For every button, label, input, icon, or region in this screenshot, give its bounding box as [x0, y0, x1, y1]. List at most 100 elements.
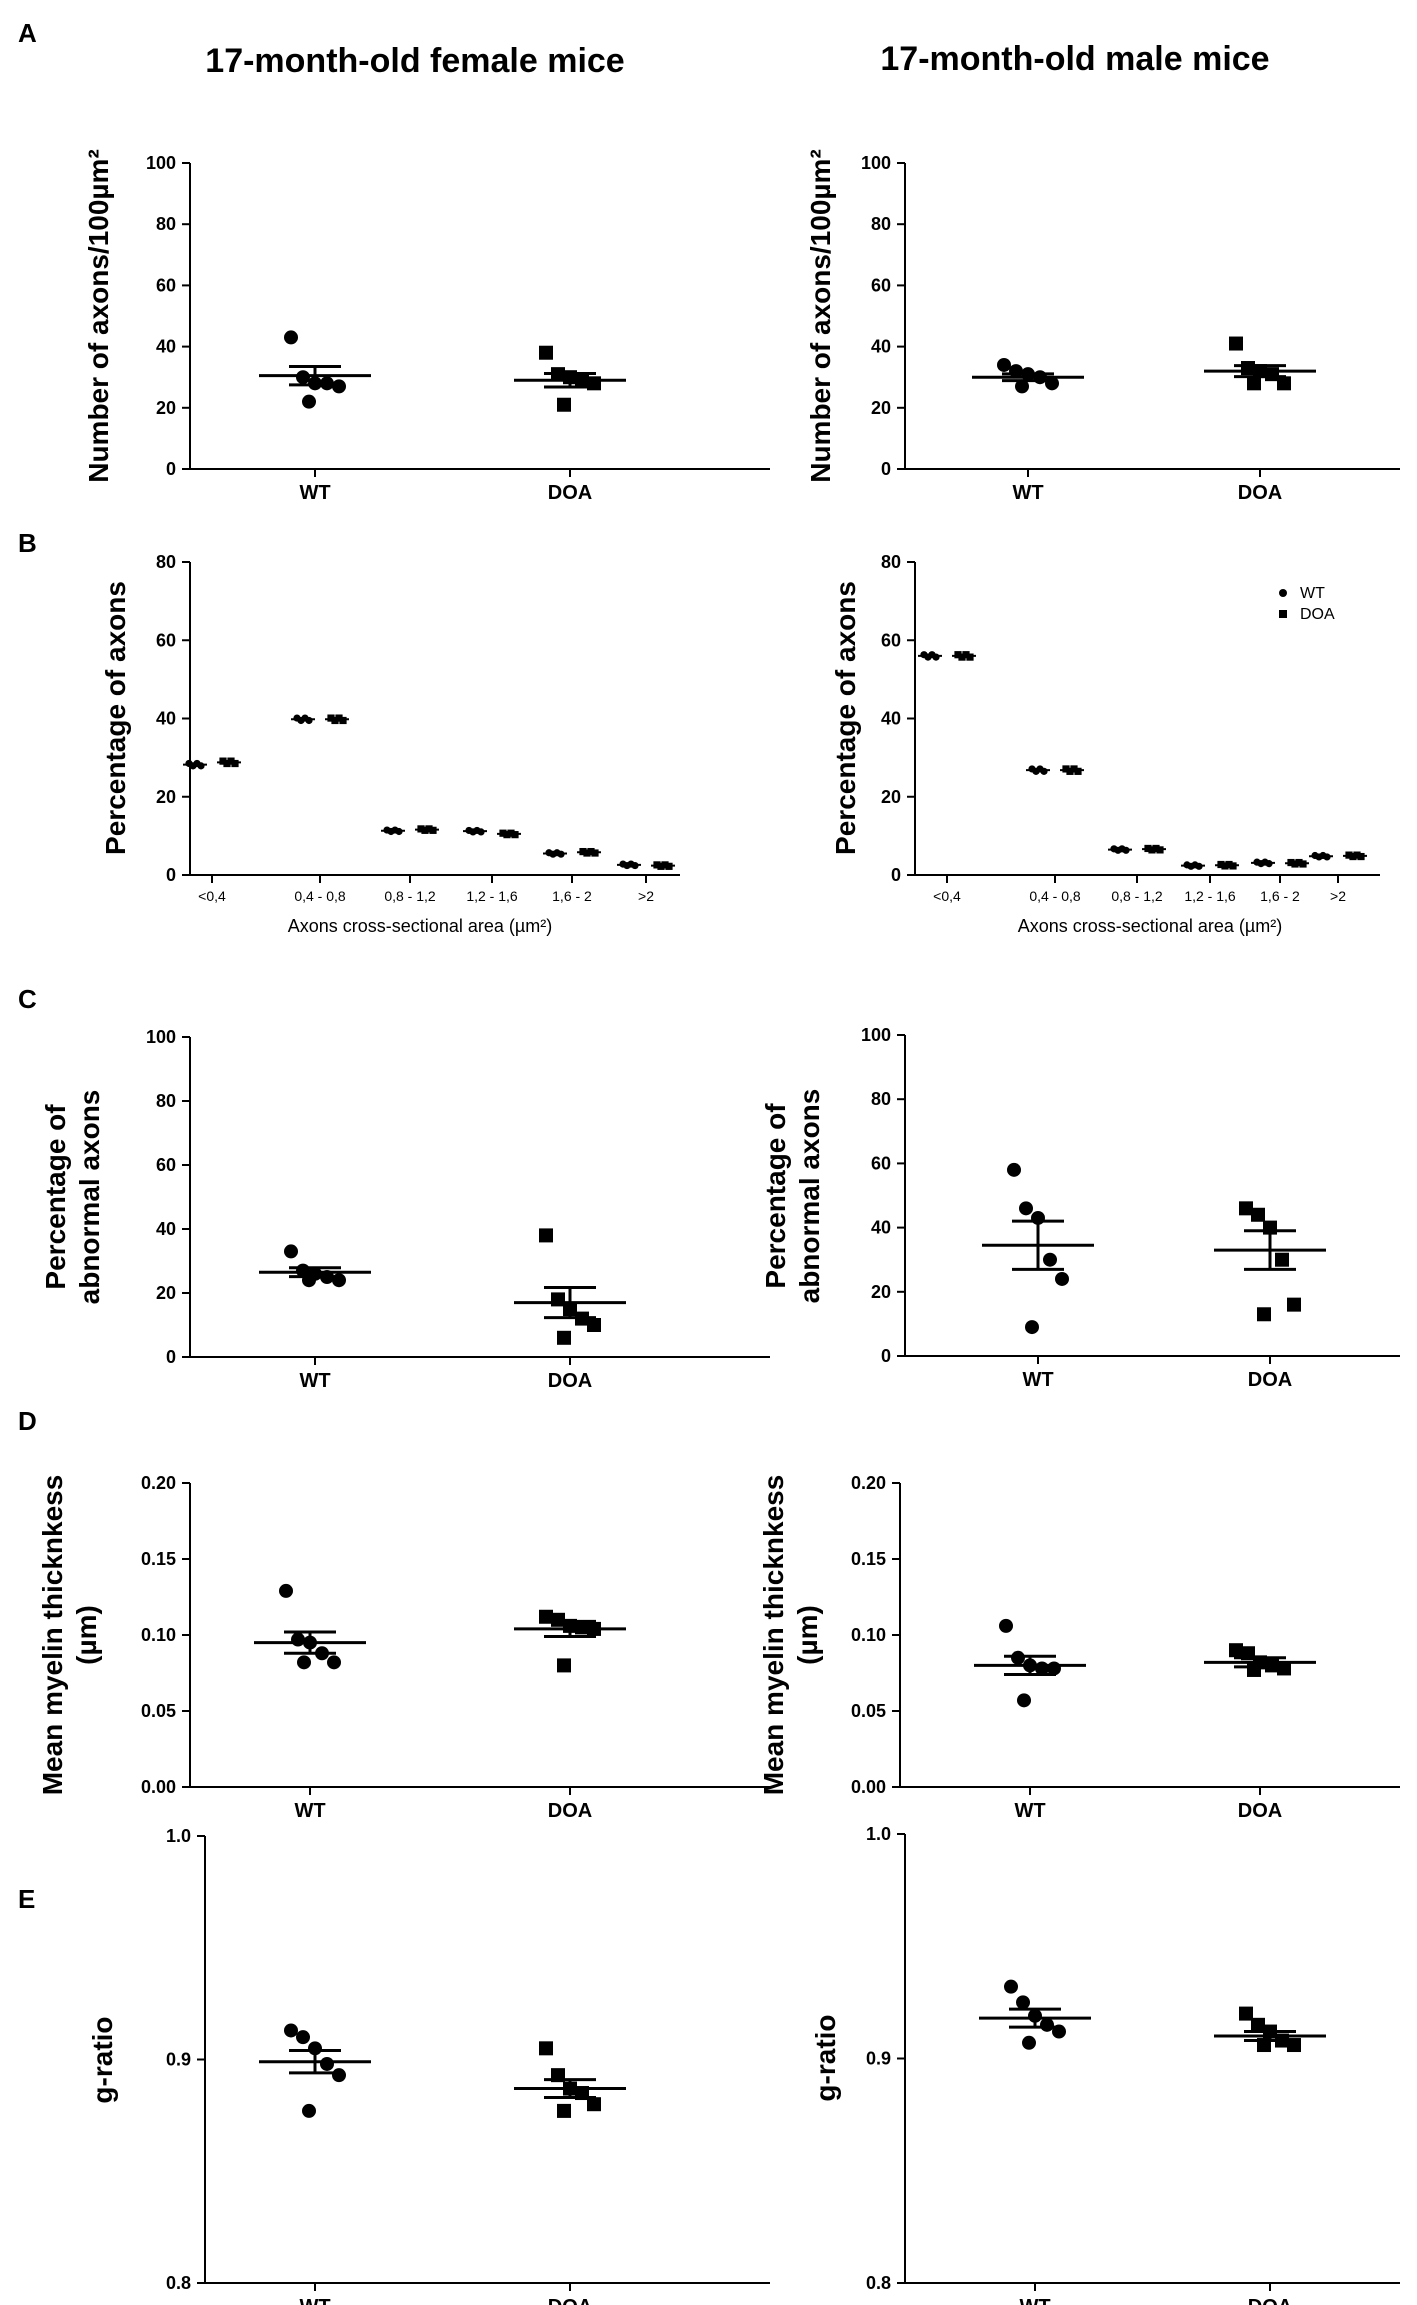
- chart-e-left: 0.8 0.9 1.0 WT DOA g-ratio: [87, 1826, 770, 2305]
- data-point: [575, 1620, 589, 1635]
- data-point: [932, 653, 940, 661]
- y-tick-label: 0.15: [851, 1549, 886, 1569]
- chart-d-left: 0.00 0.05 0.10 0.15 0.20 WT DOA Mean myelin thi…: [37, 1473, 770, 1822]
- y-tick-label: 80: [156, 1091, 176, 1111]
- x-tick-label: WT: [294, 1800, 325, 1822]
- x-tick-label: 0,4 - 0,8: [294, 888, 346, 904]
- y-tick-label: 0.9: [166, 2050, 191, 2070]
- y-tick-label: 60: [156, 630, 176, 650]
- x-tick-label: 0,8 - 1,2: [1111, 888, 1163, 904]
- data-point: [1004, 1979, 1018, 1994]
- data-point: [1040, 2017, 1054, 2032]
- data-point: [320, 376, 334, 391]
- data-point: [197, 762, 205, 770]
- data-point: [219, 757, 227, 765]
- data-point: [1275, 1252, 1289, 1267]
- x-tick-label: DOA: [548, 1800, 592, 1822]
- y-tick-label: 0.00: [851, 1777, 886, 1797]
- data-point: [999, 1618, 1013, 1633]
- y-axis-label-line: abnormal axons: [74, 1090, 105, 1305]
- x-tick-label: DOA: [548, 482, 592, 504]
- y-tick-label: 20: [871, 398, 891, 418]
- y-tick-label: 0.10: [141, 1625, 176, 1645]
- y-tick-label: 80: [156, 214, 176, 234]
- y-tick-label: 1.0: [866, 1824, 891, 1844]
- data-point: [339, 716, 347, 725]
- data-point: [1251, 1207, 1265, 1222]
- y-tick-label: 1.0: [166, 1826, 191, 1846]
- data-point: [1016, 1995, 1030, 2010]
- y-tick-label: 0: [166, 1347, 176, 1367]
- x-tick-label: DOA: [548, 1370, 592, 1392]
- y-tick-label: 100: [861, 153, 891, 173]
- y-tick-label: 40: [871, 337, 891, 357]
- y-axis-label: g-ratio: [810, 2014, 841, 2101]
- data-point: [332, 379, 346, 394]
- y-tick-label: 0: [891, 865, 901, 885]
- y-tick-label: 40: [156, 1219, 176, 1239]
- data-point: [335, 714, 343, 722]
- y-tick-label: 0: [166, 865, 176, 885]
- y-axis-label: Number of axons/100µm²: [83, 149, 114, 483]
- y-tick-label: 0.05: [141, 1701, 176, 1721]
- data-point: [1229, 336, 1243, 351]
- data-point: [305, 716, 313, 725]
- data-point: [291, 1632, 305, 1647]
- panel-letter-a: A: [18, 18, 37, 48]
- data-point: [1025, 1320, 1039, 1335]
- charts-group: 0 20 40 60 80 100 WT DOA Number of axons/100µm² 0…: [37, 149, 1400, 2305]
- data-point: [1247, 376, 1261, 391]
- data-point: [1040, 767, 1048, 775]
- y-axis-label-line: (µm): [71, 1605, 102, 1665]
- y-axis-label: Mean myelin thicknkess (µm): [37, 1475, 102, 1796]
- data-point: [557, 1658, 571, 1673]
- data-point: [1043, 1252, 1057, 1267]
- panel-letter-b: B: [18, 528, 37, 558]
- y-tick-label: 20: [156, 787, 176, 807]
- x-tick-label: 0,8 - 1,2: [384, 888, 436, 904]
- x-tick-label: WT: [299, 482, 330, 504]
- x-tick-label: WT: [299, 1370, 330, 1392]
- y-axis-label-line: abnormal axons: [794, 1089, 825, 1304]
- x-tick-label: <0,4: [933, 888, 961, 904]
- panel-letter-e: E: [18, 1884, 35, 1914]
- data-point: [557, 2103, 571, 2118]
- y-tick-label: 60: [881, 630, 901, 650]
- y-axis-label: Percentage of abnormal axons: [760, 1089, 825, 1304]
- x-tick-label: DOA: [1248, 1369, 1292, 1391]
- panel-letter-c: C: [18, 984, 37, 1014]
- data-point: [539, 345, 553, 360]
- y-tick-label: 0.00: [141, 1777, 176, 1797]
- y-tick-label: 0.05: [851, 1701, 886, 1721]
- data-point: [551, 1292, 565, 1307]
- data-point: [302, 394, 316, 409]
- y-tick-label: 20: [881, 787, 901, 807]
- right-column-title: 17-month-old male mice: [880, 40, 1269, 78]
- data-point: [1241, 361, 1255, 376]
- y-tick-label: 20: [156, 1283, 176, 1303]
- data-point: [1017, 1693, 1031, 1708]
- y-tick-label: 60: [871, 275, 891, 295]
- x-tick-label: 1,2 - 1,6: [466, 888, 518, 904]
- data-point: [551, 1612, 565, 1627]
- y-tick-label: 60: [156, 1155, 176, 1175]
- data-point: [997, 357, 1011, 372]
- data-point: [958, 653, 966, 661]
- data-point: [1265, 367, 1279, 382]
- data-point: [1287, 1297, 1301, 1312]
- chart-b-left: 0 20 40 60 80 <0,4 0,4 - 0,8 0,8 - 1,2 1,2 - 1,6…: [100, 552, 680, 936]
- x-tick-label: DOA: [1248, 2296, 1292, 2305]
- data-point: [1229, 1643, 1243, 1658]
- y-tick-label: 40: [871, 1218, 891, 1238]
- x-tick-label: 1,2 - 1,6: [1184, 888, 1236, 904]
- x-axis-label: Axons cross-sectional area (µm²): [288, 916, 552, 936]
- x-tick-label: 0,4 - 0,8: [1029, 888, 1081, 904]
- data-point: [1257, 1307, 1271, 1322]
- y-tick-label: 20: [871, 1282, 891, 1302]
- y-tick-label: 0: [166, 459, 176, 479]
- y-tick-label: 100: [146, 153, 176, 173]
- x-axis-label: Axons cross-sectional area (µm²): [1018, 916, 1282, 936]
- y-tick-label: 0: [881, 1346, 891, 1366]
- y-tick-label: 20: [156, 398, 176, 418]
